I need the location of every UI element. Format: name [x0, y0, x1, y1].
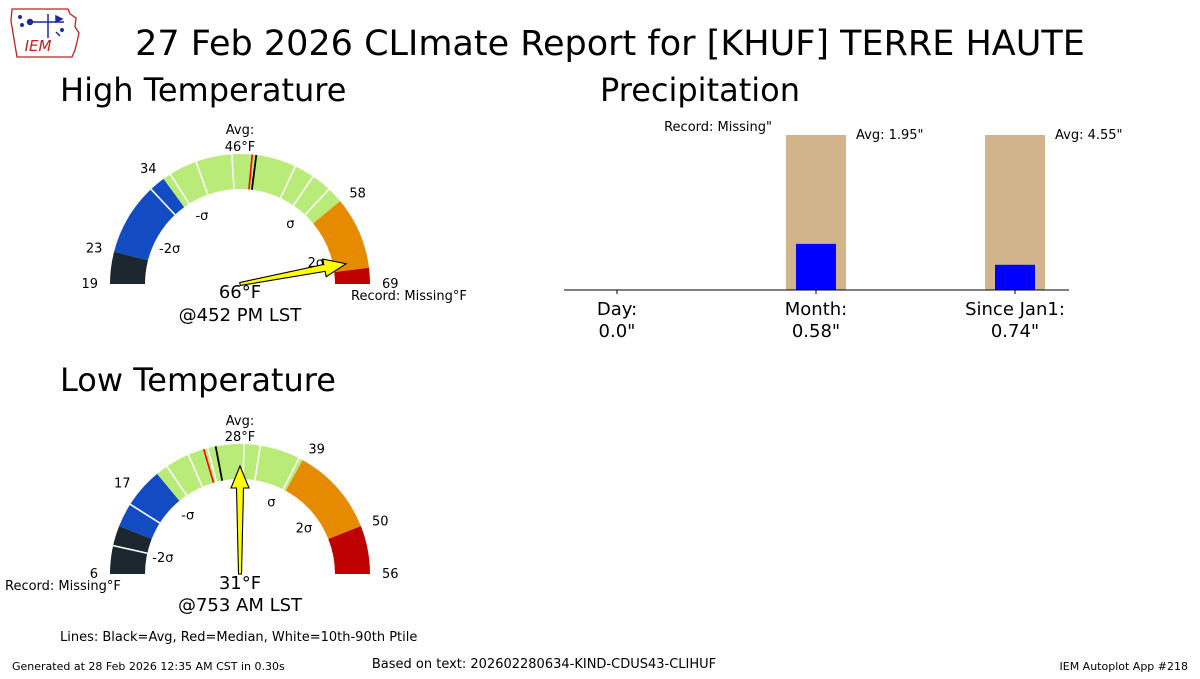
sigma-label-1: -σ — [181, 509, 194, 524]
tick-label-1: 17 — [114, 476, 131, 491]
tick-label-2: 34 — [140, 162, 157, 177]
footer-generated: Generated at 28 Feb 2026 12:35 AM CST in… — [12, 660, 285, 673]
tick-label-3: 58 — [349, 186, 366, 201]
weather-station-icon — [18, 14, 64, 38]
sigma-label-0: -2σ — [159, 242, 180, 257]
gauge-band-1 — [119, 473, 180, 540]
median-line — [202, 448, 215, 483]
high-record-label: Record: Missing°F — [351, 289, 467, 304]
iem-logo-text: IEM — [25, 37, 52, 55]
percentile-line-5 — [292, 176, 314, 206]
precipitation-title: Precipitation — [600, 71, 800, 109]
gauge-band-3 — [313, 201, 369, 273]
gauge-needle — [230, 464, 250, 575]
percentile-line-4 — [279, 166, 297, 199]
gauge-band-4 — [334, 267, 370, 284]
page-title: 27 Feb 2026 CLImate Report for [KHUF] TE… — [135, 24, 1085, 64]
low-avg-value: 28°F — [225, 430, 256, 445]
sigma-label-3: 2σ — [296, 522, 313, 537]
legend-note: Lines: Black=Avg, Red=Median, White=10th… — [60, 630, 417, 645]
low-time-label: @753 AM LST — [178, 595, 303, 616]
average-line — [214, 446, 224, 481]
percentile-line-4 — [206, 447, 218, 483]
precip-category-label-0: Day: — [597, 299, 637, 320]
sigma-label-2: σ — [286, 217, 294, 232]
gauge-band-3 — [285, 460, 361, 540]
percentile-line-2 — [166, 466, 188, 496]
percentile-line-1 — [169, 173, 190, 205]
gauge-band-1 — [114, 178, 185, 261]
sigma-label-0: -2σ — [152, 551, 173, 566]
percentile-line-6 — [304, 188, 330, 216]
precip-category-value-0: 0.0" — [599, 321, 636, 342]
tick-label-0: 19 — [81, 277, 98, 292]
gauge-band-2 — [157, 444, 303, 501]
precip-avg-label-2: Avg: 4.55" — [1055, 128, 1123, 143]
tick-label-3: 50 — [372, 515, 389, 530]
gauge-needle — [239, 258, 348, 287]
percentile-line-7 — [282, 457, 300, 490]
precip-category-value-1: 0.58" — [792, 321, 840, 342]
precip-category-label-2: Since Jan1: — [965, 299, 1065, 320]
percentile-line-3 — [187, 454, 204, 488]
percentile-line-6 — [254, 445, 262, 481]
precip-record-label: Record: Missing" — [664, 120, 772, 135]
high-value-label: 66°F — [219, 282, 261, 303]
high-avg-label: Avg: — [226, 123, 254, 138]
percentile-line-3 — [231, 154, 235, 190]
footer-source: Based on text: 202602280634-KIND-CDUS43-… — [372, 657, 716, 672]
percentile-line-0 — [150, 188, 176, 216]
high-temperature-title: High Temperature — [60, 71, 346, 109]
tick-label-0: 6 — [90, 567, 98, 582]
gauge-band-4 — [328, 526, 370, 574]
percentile-line-0 — [112, 544, 148, 555]
precip-observed-bar-1 — [796, 243, 836, 290]
high-time-label: @452 PM LST — [179, 305, 303, 326]
percentile-line-1 — [129, 503, 161, 524]
low-value-label: 31°F — [219, 573, 261, 594]
sigma-label-1: -σ — [195, 209, 208, 224]
precip-avg-bar-2 — [985, 135, 1045, 290]
low-record-label: Record: Missing°F — [5, 579, 121, 594]
tick-label-4: 69 — [382, 277, 399, 292]
low-temperature-gauge: Low Temperature 6 17 39 50 56 -2σ -σ σ 2σ Avg: 2… — [5, 361, 399, 616]
precip-observed-bar-2 — [995, 264, 1035, 290]
median-line — [248, 154, 254, 190]
gauge-band-0 — [110, 251, 148, 284]
precip-avg-label-1: Avg: 1.95" — [856, 128, 924, 143]
low-temperature-title: Low Temperature — [60, 361, 336, 399]
precip-category-value-2: 0.74" — [991, 321, 1039, 342]
iem-logo: IEM — [10, 8, 80, 58]
precipitation-chart: Precipitation Record: Missing" Avg: 1.95… — [564, 71, 1123, 342]
high-avg-value: 46°F — [225, 140, 256, 155]
low-avg-label: Avg: — [226, 414, 254, 429]
tick-label-1: 23 — [86, 242, 103, 257]
percentile-line-2 — [195, 161, 209, 195]
tick-label-2: 39 — [308, 443, 325, 458]
sigma-label-2: σ — [267, 495, 275, 510]
precip-category-label-1: Month: — [785, 299, 847, 320]
tick-label-4: 56 — [382, 567, 399, 582]
average-line — [251, 154, 258, 190]
footer-app: IEM Autoplot App #218 — [1060, 660, 1189, 673]
